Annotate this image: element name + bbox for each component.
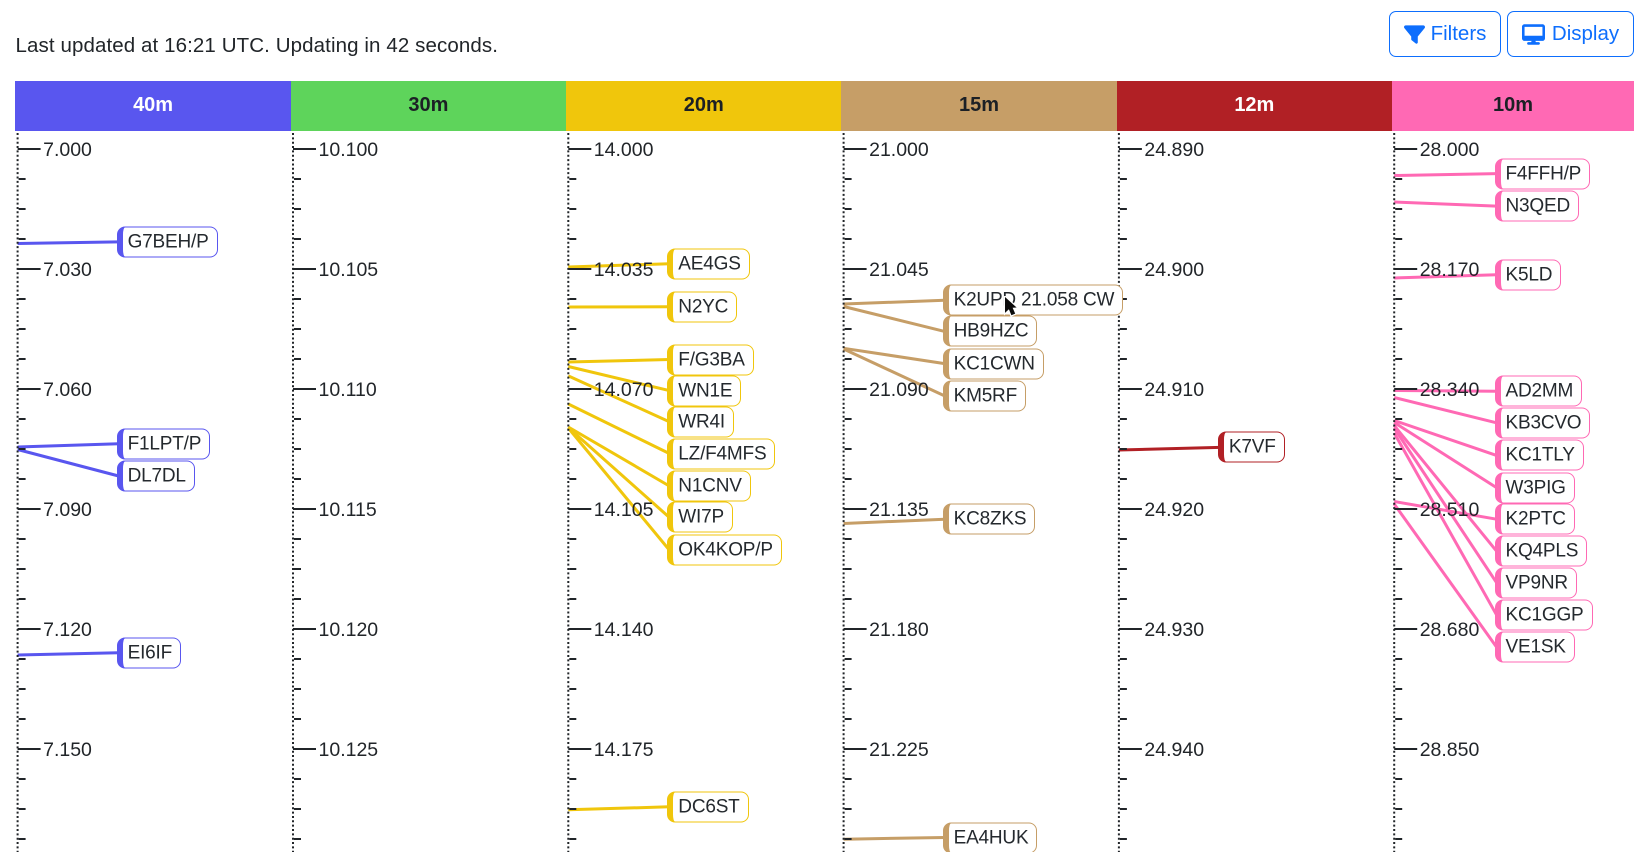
svg-text:10.100: 10.100 xyxy=(319,139,379,161)
svg-text:14.070: 14.070 xyxy=(594,379,654,401)
svg-text:10.115: 10.115 xyxy=(319,499,377,521)
svg-text:10.110: 10.110 xyxy=(319,379,377,401)
svg-text:24.940: 24.940 xyxy=(1144,739,1204,761)
svg-text:24.890: 24.890 xyxy=(1144,139,1204,161)
svg-text:28.510: 28.510 xyxy=(1420,499,1480,521)
svg-text:24.930: 24.930 xyxy=(1144,619,1204,641)
svg-text:14.105: 14.105 xyxy=(594,499,654,521)
svg-text:21.225: 21.225 xyxy=(869,739,929,761)
svg-text:28.850: 28.850 xyxy=(1420,739,1480,761)
svg-text:7.000: 7.000 xyxy=(43,139,92,161)
svg-text:7.030: 7.030 xyxy=(43,259,92,281)
svg-text:7.060: 7.060 xyxy=(43,379,92,401)
svg-text:14.175: 14.175 xyxy=(594,739,654,761)
svg-text:7.120: 7.120 xyxy=(43,619,92,641)
svg-text:24.920: 24.920 xyxy=(1144,499,1204,521)
svg-text:21.000: 21.000 xyxy=(869,139,929,161)
svg-text:28.000: 28.000 xyxy=(1420,139,1480,161)
svg-text:28.680: 28.680 xyxy=(1420,619,1480,641)
svg-text:10.105: 10.105 xyxy=(319,259,379,281)
svg-text:28.340: 28.340 xyxy=(1420,379,1480,401)
svg-text:14.000: 14.000 xyxy=(594,139,654,161)
svg-text:10.120: 10.120 xyxy=(319,619,379,641)
svg-text:14.140: 14.140 xyxy=(594,619,654,641)
svg-text:10.125: 10.125 xyxy=(319,739,379,761)
svg-text:21.135: 21.135 xyxy=(869,499,929,521)
svg-text:21.045: 21.045 xyxy=(869,259,929,281)
svg-text:14.035: 14.035 xyxy=(594,259,654,281)
svg-text:7.150: 7.150 xyxy=(43,739,92,761)
svg-text:7.090: 7.090 xyxy=(43,499,92,521)
svg-text:28.170: 28.170 xyxy=(1420,259,1480,281)
svg-text:24.900: 24.900 xyxy=(1144,259,1204,281)
svg-text:21.090: 21.090 xyxy=(869,379,929,401)
svg-text:21.180: 21.180 xyxy=(869,619,929,641)
svg-text:24.910: 24.910 xyxy=(1144,379,1204,401)
